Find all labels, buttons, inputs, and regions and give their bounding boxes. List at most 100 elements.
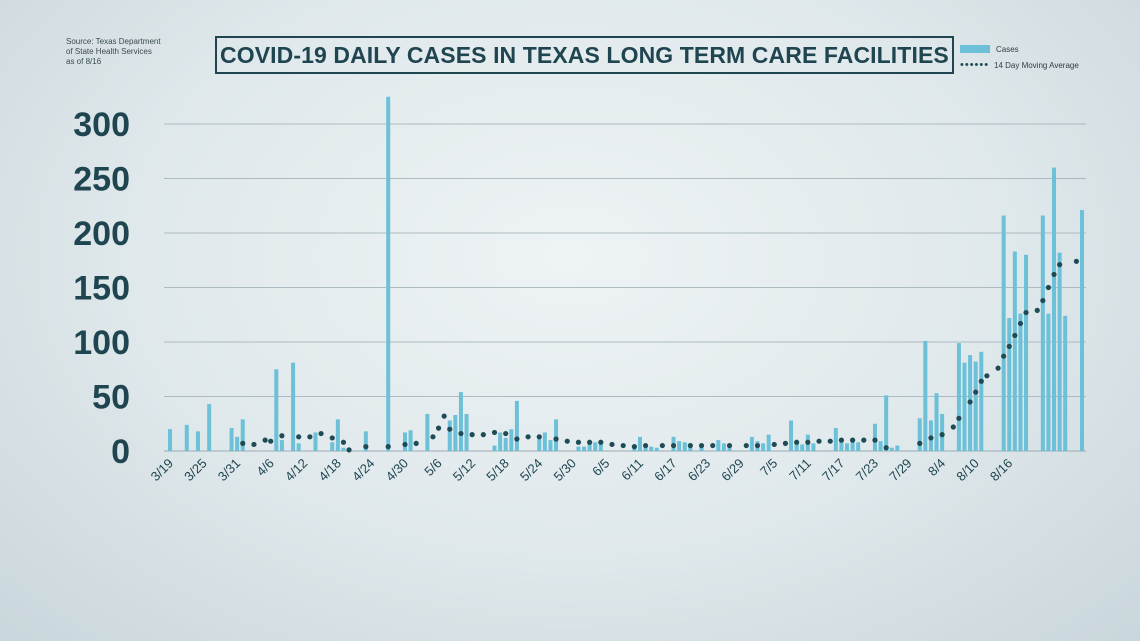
average-dot (480, 432, 486, 438)
y-tick-label: 300 (73, 106, 130, 144)
average-dot (939, 432, 945, 438)
average-dot (363, 444, 369, 450)
average-dot (642, 442, 649, 449)
x-tick-label: 5/30 (550, 456, 579, 485)
average-dot (861, 437, 867, 443)
average-dot (816, 438, 822, 444)
bar (889, 447, 894, 451)
x-tick-label: 4/30 (383, 456, 412, 485)
average-dot (928, 435, 934, 441)
bar (1018, 313, 1023, 451)
bar (207, 404, 212, 451)
average-dot (631, 444, 637, 450)
bar (677, 441, 682, 451)
average-dot (1057, 262, 1063, 268)
bar (878, 441, 883, 451)
average-dot (620, 442, 626, 449)
average-dot (598, 439, 604, 445)
x-tick-label: 6/17 (651, 456, 680, 485)
bar (654, 447, 659, 451)
average-dot (1001, 353, 1007, 359)
average-dot (240, 440, 246, 446)
bar (313, 432, 318, 451)
bar (408, 430, 413, 451)
bar (195, 431, 200, 451)
average-dot (1040, 297, 1046, 304)
x-tick-label: 4/24 (349, 456, 378, 485)
average-dot (883, 445, 889, 451)
average-dot (385, 444, 391, 450)
bar (643, 446, 648, 451)
average-dot (491, 429, 498, 436)
bar (1040, 215, 1045, 451)
bar (402, 432, 407, 451)
bar (240, 419, 245, 451)
average-dot (771, 441, 777, 448)
bar (789, 420, 794, 451)
average-dot (447, 426, 453, 432)
bar (509, 429, 514, 451)
legend-swatch-dots: •••••• (960, 59, 990, 71)
bar (598, 442, 603, 451)
y-tick-label: 150 (73, 270, 130, 308)
legend-item-average: •••••• 14 Day Moving Average (960, 57, 1079, 73)
bar (1052, 167, 1057, 451)
average-dot (698, 442, 705, 449)
x-tick-label: 4/18 (315, 456, 344, 485)
average-dot (967, 399, 973, 405)
x-tick-label: 8/16 (987, 456, 1016, 485)
legend-swatch-bar (960, 45, 990, 53)
average-dot (1006, 343, 1012, 349)
bar (279, 440, 284, 451)
bar (811, 443, 816, 451)
bar (850, 439, 855, 451)
x-tick-label: 7/11 (786, 456, 814, 484)
average-dot (1045, 284, 1052, 291)
bar (833, 428, 838, 451)
average-dot (469, 432, 475, 438)
x-tick-label: 7/17 (819, 456, 848, 485)
average-dot (978, 378, 984, 384)
average-dot (984, 373, 990, 379)
bar (425, 413, 430, 451)
average-dot (794, 439, 800, 445)
x-tick-label: 7/29 (886, 456, 915, 485)
x-tick-label: 4/6 (253, 456, 276, 479)
average-dot (413, 440, 419, 446)
y-tick-label: 50 (92, 379, 130, 417)
bar (973, 361, 978, 451)
bar (453, 415, 458, 451)
x-tick-label: 5/6 (421, 456, 444, 479)
bar (682, 442, 687, 451)
bar (1012, 251, 1017, 451)
average-dot (950, 424, 956, 430)
average-dot (917, 440, 923, 446)
average-dot (1051, 271, 1057, 278)
bar (766, 434, 771, 451)
bar (956, 343, 961, 451)
bar (917, 418, 922, 451)
average-dot (782, 440, 789, 446)
legend: Cases •••••• 14 Day Moving Average (960, 41, 1079, 73)
bar (872, 423, 877, 451)
x-tick-label: 3/31 (215, 456, 244, 485)
average-dot (262, 437, 268, 443)
average-dot (1012, 332, 1018, 339)
bar (542, 432, 547, 451)
average-dot (340, 439, 347, 445)
x-tick-label: 5/18 (483, 456, 512, 485)
bar (492, 445, 497, 451)
bar (514, 400, 519, 451)
bar (464, 413, 469, 451)
x-tick-label: 7/5 (757, 456, 780, 479)
average-dot (525, 434, 531, 440)
average-dot (251, 441, 257, 448)
bar (923, 340, 928, 451)
x-tick-label: 6/29 (718, 456, 747, 485)
bar (235, 436, 240, 451)
bar (1046, 313, 1051, 451)
average-dot (687, 442, 693, 449)
bar (884, 395, 889, 451)
bar (934, 393, 939, 451)
bar (537, 439, 542, 451)
